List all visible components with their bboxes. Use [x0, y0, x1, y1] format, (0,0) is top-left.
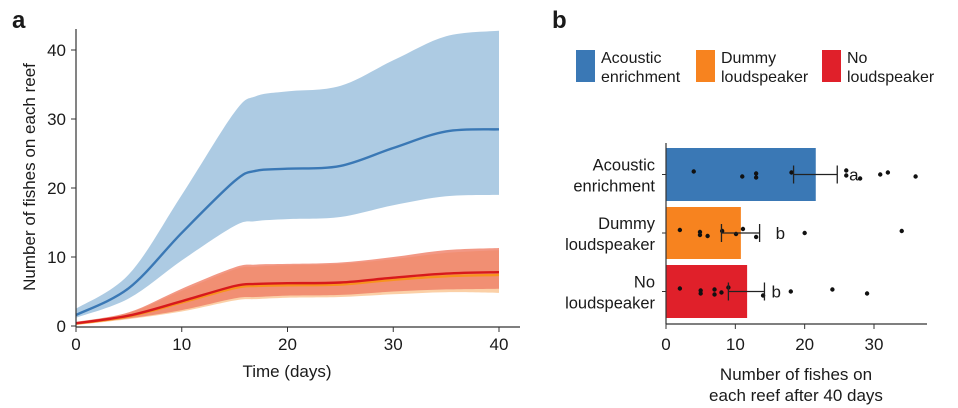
data-point — [705, 233, 710, 239]
legend-item: Acoustic enrichment — [576, 50, 681, 86]
x-tick-label: 0 — [661, 335, 670, 354]
x-axis-title-line-1: Number of fishes on — [720, 365, 872, 384]
data-point — [830, 287, 835, 292]
legend: Acoustic enrichment Dummy loudspeaker No loud… — [576, 50, 935, 86]
x-tick-label: 10 — [172, 335, 191, 354]
legend-swatch — [576, 50, 595, 82]
significance-letter: a — [849, 166, 859, 185]
data-point — [753, 234, 759, 240]
data-point — [844, 173, 849, 178]
category-labels: Acoustic enrichment Dummy loudspeaker No loud… — [565, 157, 666, 313]
x-tick-label: 0 — [71, 335, 80, 354]
legend-label: loudspeaker — [721, 69, 809, 86]
x-axis-title: Time (days) — [242, 362, 331, 381]
legend-label: loudspeaker — [847, 69, 935, 86]
legend-label: No — [847, 50, 868, 67]
y-ticks: 0 10 20 30 40 — [47, 41, 76, 336]
data-point — [788, 289, 793, 294]
y-tick-label: 10 — [47, 248, 66, 267]
data-point — [878, 172, 883, 177]
y-tick-label: 20 — [47, 179, 66, 198]
data-point — [677, 286, 683, 291]
x-tick-label: 30 — [384, 335, 403, 354]
data-point — [712, 292, 717, 297]
data-point — [712, 287, 717, 292]
panel-a-line-chart: 0 10 20 30 40 0 10 20 30 40 Time (days) Number o… — [20, 29, 520, 381]
category-label: No — [634, 274, 655, 292]
data-point — [844, 168, 849, 173]
category-label: enrichment — [573, 178, 655, 196]
data-point — [740, 174, 745, 179]
panel-b-bar-chart: a b b Acoustic enrichment Dummy loudspeaker No… — [565, 143, 927, 405]
significance-letters: a b b — [772, 166, 860, 302]
significance-letter: b — [776, 224, 785, 243]
line-acoustic-enrichment — [75, 128, 500, 317]
data-point — [913, 174, 918, 179]
band-acoustic-enrichment — [76, 30, 499, 318]
x-ticks: 0 10 20 30 40 — [71, 327, 508, 354]
data-point — [857, 176, 863, 181]
legend-swatch — [822, 50, 841, 82]
x-tick-label: 10 — [726, 335, 745, 354]
significance-letter: b — [772, 283, 781, 302]
legend-label: Dummy — [721, 50, 776, 67]
y-tick-label: 0 — [57, 317, 66, 336]
x-tick-label: 20 — [795, 335, 814, 354]
y-axis-title: Number of fishes on each reef — [20, 63, 39, 291]
data-point — [753, 175, 759, 180]
panel-label-b: b — [552, 7, 567, 34]
x-tick-label: 20 — [278, 335, 297, 354]
category-label: loudspeaker — [565, 295, 655, 313]
data-point — [789, 170, 794, 175]
y-tick-label: 30 — [47, 110, 66, 129]
data-point — [697, 229, 703, 235]
data-point — [864, 291, 870, 296]
mean-lines — [75, 128, 500, 325]
line-no-loudspeaker — [75, 271, 500, 325]
data-point — [691, 169, 696, 174]
data-point — [885, 170, 891, 175]
legend-swatch — [696, 50, 715, 82]
data-point — [698, 288, 703, 293]
x-tick-label: 40 — [490, 335, 509, 354]
x-axis-title-line-2: each reef after 40 days — [709, 386, 883, 405]
category-label: Dummy — [598, 215, 656, 233]
legend-label: enrichment — [601, 69, 681, 86]
category-label: loudspeaker — [565, 236, 655, 254]
data-point — [753, 171, 759, 176]
legend-item: Dummy loudspeaker — [696, 50, 809, 86]
category-label: Acoustic — [593, 157, 655, 175]
panel-label-a: a — [12, 7, 26, 34]
x-tick-label: 30 — [865, 335, 884, 354]
x-ticks: 0 10 20 30 — [661, 324, 883, 354]
data-point — [802, 230, 807, 236]
y-tick-label: 40 — [47, 41, 66, 60]
data-point — [740, 226, 746, 232]
error-bars — [720, 165, 838, 301]
legend-label: Acoustic — [601, 50, 661, 67]
data-point — [719, 290, 724, 295]
confidence-bands — [76, 30, 499, 325]
data-point — [677, 227, 683, 233]
legend-item: No loudspeaker — [822, 50, 935, 86]
data-point — [899, 228, 904, 234]
